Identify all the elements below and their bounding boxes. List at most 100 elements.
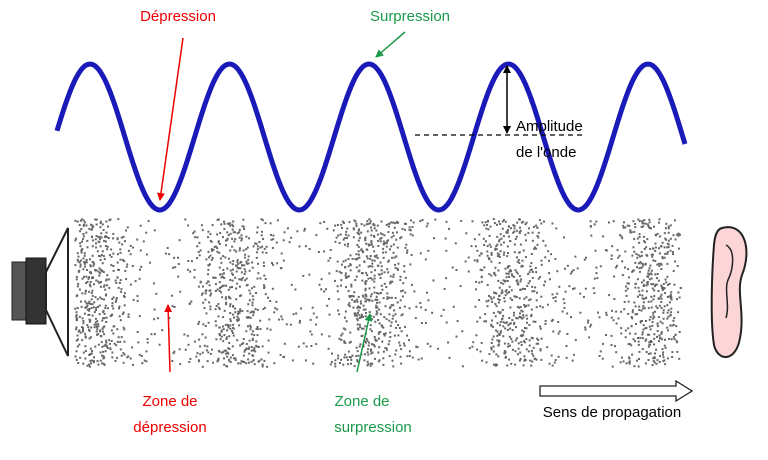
particle (370, 240, 373, 243)
particle (374, 338, 377, 341)
particle (122, 259, 124, 261)
particle (492, 311, 495, 314)
particle (527, 232, 530, 234)
particle (74, 307, 77, 310)
particle (361, 327, 363, 330)
particle (650, 295, 653, 298)
particle (524, 233, 527, 236)
particle (523, 340, 525, 343)
particle (378, 359, 381, 362)
particle (516, 256, 518, 259)
particle (613, 275, 616, 278)
particle (662, 356, 665, 359)
particle (476, 348, 479, 351)
particle (222, 340, 225, 343)
particle (494, 364, 497, 367)
particle (642, 328, 645, 331)
particle (261, 345, 264, 348)
particle (171, 305, 174, 308)
particle (483, 266, 486, 269)
particle (274, 307, 277, 310)
particle (372, 315, 375, 318)
particle (510, 273, 513, 276)
particle (642, 324, 645, 327)
label: Zone de (142, 393, 197, 410)
particle (402, 282, 405, 285)
particle (513, 230, 516, 233)
particle (84, 336, 87, 339)
particle (373, 280, 376, 283)
particle (509, 297, 512, 300)
particle (645, 246, 648, 249)
particle (319, 222, 322, 225)
particle (619, 361, 622, 364)
particle (367, 348, 370, 351)
particle (610, 316, 613, 319)
particle (656, 325, 659, 328)
particle (504, 327, 507, 330)
particle (347, 350, 350, 353)
particle (85, 224, 88, 227)
particle (334, 365, 337, 368)
particle (641, 265, 644, 268)
particle (627, 327, 630, 330)
particle (242, 354, 245, 357)
particle (206, 345, 209, 348)
particle (622, 226, 625, 229)
particle (364, 287, 367, 290)
particle (252, 298, 255, 301)
particle (533, 225, 535, 228)
particle (566, 312, 569, 315)
particle (678, 296, 681, 299)
particle (84, 350, 87, 352)
particle (662, 360, 665, 363)
particle (494, 247, 497, 250)
particle (554, 296, 557, 299)
particle (548, 272, 551, 275)
particle (666, 242, 669, 245)
particle (234, 238, 237, 241)
particle (125, 229, 128, 232)
particle (661, 256, 664, 259)
particle (363, 340, 366, 343)
particle (585, 256, 587, 259)
particle (677, 234, 680, 237)
particle (357, 328, 360, 331)
particle (232, 225, 235, 228)
particle (373, 259, 376, 262)
particle (427, 299, 430, 302)
particle (244, 253, 247, 256)
particle (492, 335, 495, 338)
particle (256, 308, 259, 311)
particle (106, 347, 109, 349)
particle (524, 327, 526, 329)
particle (516, 272, 519, 275)
particle (256, 277, 259, 280)
particle (123, 304, 126, 307)
particle (177, 275, 180, 278)
particle (222, 236, 224, 239)
particle (651, 321, 654, 324)
particle (650, 300, 653, 303)
particle (383, 334, 386, 337)
particle (654, 352, 656, 355)
particle (345, 237, 348, 239)
particle (650, 227, 652, 230)
particle (370, 234, 373, 237)
particle (390, 321, 393, 324)
particle (595, 272, 598, 275)
particle (666, 296, 669, 298)
particle (498, 340, 501, 343)
particle (220, 351, 223, 354)
particle (587, 319, 590, 322)
particle (357, 253, 360, 256)
particle (366, 360, 369, 363)
particle (100, 232, 103, 235)
particle (666, 275, 669, 278)
particle (365, 312, 367, 314)
particle (99, 222, 102, 225)
particle (335, 270, 338, 273)
particle (522, 316, 525, 319)
particle (468, 347, 471, 350)
particle (229, 356, 232, 359)
